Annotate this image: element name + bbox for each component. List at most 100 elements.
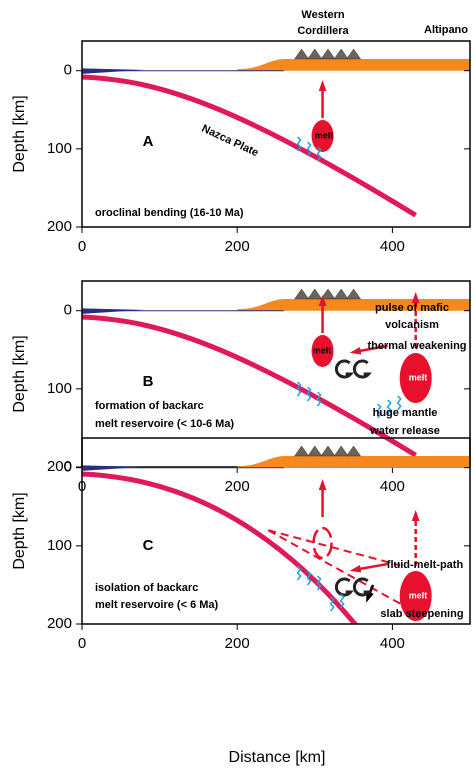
annotation: formation of backarc <box>95 400 204 412</box>
panel-content <box>82 288 470 458</box>
arrow-head <box>411 510 420 522</box>
volcano <box>320 48 336 60</box>
melt-path <box>312 526 333 560</box>
volcano <box>346 288 362 300</box>
y-tick-label: 200 <box>47 458 72 475</box>
y-tick-label: 0 <box>64 302 72 319</box>
annotation: oroclinal bending (16-10 Ma) <box>95 207 244 219</box>
volcano <box>307 288 323 300</box>
annotation: pulse of mafic <box>375 302 449 314</box>
volcano <box>307 445 323 457</box>
annotation: melt <box>313 345 332 355</box>
y-axis-label: Depth [km] <box>11 335 28 412</box>
annotation: melt <box>315 130 334 140</box>
y-axis-label: Depth [km] <box>11 95 28 172</box>
melt <box>399 353 432 403</box>
upper-plate <box>237 298 470 311</box>
panel-letter: A <box>143 133 154 150</box>
y-tick-label: 200 <box>47 218 72 235</box>
annotation: huge mantle <box>373 407 438 419</box>
old-slab <box>267 529 401 567</box>
water-release <box>386 399 392 415</box>
volcano <box>320 288 336 300</box>
volcano <box>333 445 349 457</box>
y-axis-label: Depth [km] <box>11 492 28 569</box>
annotation: melt reservoire (< 10-6 Ma) <box>95 418 234 430</box>
melt <box>311 120 334 152</box>
arrow-head <box>318 479 327 491</box>
panel: 0 100 200 0 200 400 Depth [km] A Nazca Plate melt… <box>11 40 471 255</box>
nazca-plate <box>82 314 417 458</box>
water-release <box>306 386 312 402</box>
water-release <box>376 403 382 419</box>
water-release <box>306 570 312 586</box>
water-release <box>316 146 322 162</box>
x-tick-label: 200 <box>225 635 250 652</box>
annotation: Nazca Plate <box>200 123 260 160</box>
annotation: slab steepening <box>380 608 463 620</box>
water-release <box>316 575 322 591</box>
x-tick-label: 0 <box>78 635 86 652</box>
volcano <box>346 445 362 457</box>
upper-plate <box>237 455 470 468</box>
old-slab <box>267 529 417 614</box>
water-release <box>339 593 345 609</box>
annotation: thermal weakening <box>367 340 466 352</box>
panel-content <box>82 48 470 218</box>
water-release <box>316 391 322 407</box>
y-tick-label: 100 <box>47 537 72 554</box>
water-release <box>396 395 402 411</box>
water-release <box>296 136 302 152</box>
x-tick-label: 200 <box>225 478 250 495</box>
y-tick-label: 100 <box>47 140 72 157</box>
x-tick-label: 400 <box>380 238 405 255</box>
top-label: Altipano <box>424 24 468 36</box>
nazca-plate <box>82 471 359 624</box>
arrow-head <box>349 565 362 573</box>
annotation: isolation of backarc <box>95 582 198 594</box>
volcano <box>320 445 336 457</box>
water-release <box>296 381 302 397</box>
panel-letter: B <box>143 373 154 390</box>
y-tick-label: 0 <box>64 459 72 476</box>
y-tick-label: 0 <box>64 62 72 79</box>
water-release <box>296 565 302 581</box>
annotation: melt <box>409 590 428 600</box>
annotation: volcanism <box>385 319 439 331</box>
x-axis-label: Distance [km] <box>229 749 326 766</box>
x-tick-label: 400 <box>380 478 405 495</box>
convection <box>352 577 372 597</box>
annotation: melt reservoire (< 6 Ma) <box>95 599 219 611</box>
y-tick-label: 100 <box>47 380 72 397</box>
top-label: Cordillera <box>297 25 349 37</box>
top-label: Western <box>301 9 344 21</box>
arrow-head <box>411 292 420 304</box>
annotation: fluid-melt-path <box>387 559 464 571</box>
water-release <box>306 141 312 157</box>
arrow-head <box>318 80 327 92</box>
x-tick-label: 200 <box>225 238 250 255</box>
convection <box>334 577 354 597</box>
melt <box>399 571 432 621</box>
y-tick-label: 200 <box>47 615 72 632</box>
annotation: melt <box>409 372 428 382</box>
convection <box>334 359 354 379</box>
panel-content <box>82 445 470 624</box>
volcano <box>294 48 310 60</box>
arrow-head <box>318 295 327 307</box>
volcano <box>346 48 362 60</box>
panel-letter: C <box>143 537 154 554</box>
arrow-head <box>349 347 362 355</box>
nazca-plate <box>82 74 417 218</box>
x-tick-label: 400 <box>380 635 405 652</box>
upper-plate <box>237 58 470 71</box>
water-release <box>329 596 335 612</box>
volcano <box>294 288 310 300</box>
volcano <box>294 445 310 457</box>
volcano <box>333 48 349 60</box>
volcano <box>307 48 323 60</box>
x-tick-label: 0 <box>78 238 86 255</box>
